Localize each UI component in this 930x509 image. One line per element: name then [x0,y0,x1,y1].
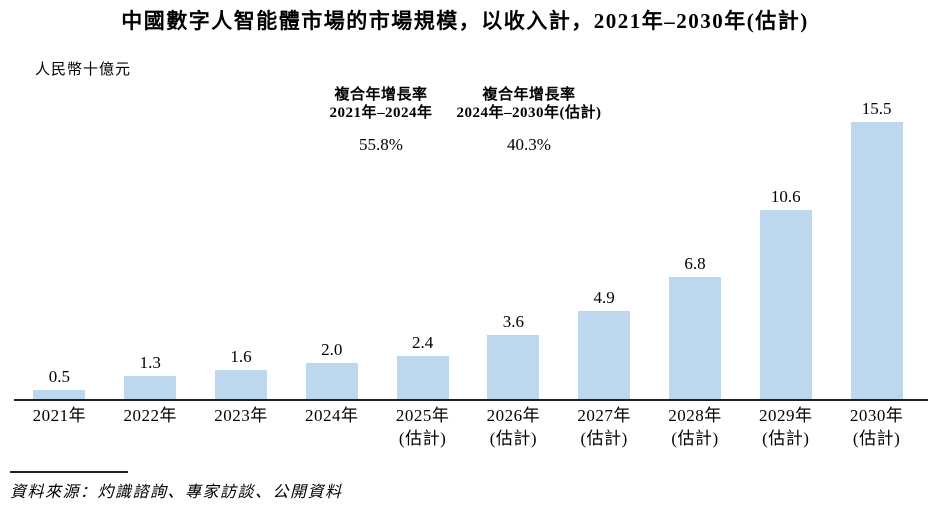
cagr-label-line1: 複合年增長率 [482,87,576,103]
x-tick-year: 2025年 [395,406,450,425]
x-tick-year: 2021年 [32,406,87,425]
bar [668,277,721,399]
bar-column: 10.6 [740,187,831,399]
bar-value-label: 15.5 [861,99,892,118]
x-tick-year: 2024年 [305,406,359,425]
bar-value-label: 4.9 [593,288,615,307]
cagr-value: 55.8% [359,135,403,154]
x-tick-estimate: (估計) [671,429,719,448]
x-tick-label: 2027年 (估計) [559,404,650,450]
x-axis-line [14,399,928,401]
x-tick-year: 2029年 [759,406,813,425]
bar-value-label: 1.3 [139,353,161,372]
bars-row: 0.5 1.3 1.6 2.0 2.4 3.6 4.9 6.8 10.6 15.5 [14,0,922,399]
x-tick-label: 2022年 [105,404,196,450]
x-tick-year: 2026年 [486,406,541,425]
x-tick-label: 2029年 (估計) [740,404,831,450]
x-tick-estimate: (估計) [762,429,810,448]
x-tick-year: 2023年 [214,406,268,425]
x-tick-label: 2026年 (估計) [468,404,559,450]
bar [396,356,449,399]
source-divider-line [10,471,128,473]
bar [578,311,631,399]
cagr-annotation-2024-2030: 複合年增長率 2024年–2030年(估計) 40.3% [440,86,618,154]
x-tick-label: 2023年 [196,404,287,450]
bar-column: 1.6 [196,347,287,399]
x-axis-ticks-row: 2021年 2022年 2023年 2024年 2025年 (估計) 2026年 (估計) 20… [14,404,922,450]
cagr-label-line2: 2024年–2030年(估計) [456,105,602,121]
bar [305,363,358,399]
bar-column: 2.4 [377,333,468,399]
bar-column: 0.5 [14,367,105,399]
x-tick-estimate: (估計) [852,429,901,448]
bar-value-label: 1.6 [230,347,252,366]
cagr-label-line1: 複合年增長率 [334,87,428,103]
x-tick-year: 2028年 [668,406,722,425]
bar [850,122,903,399]
x-tick-label: 2028年 (估計) [650,404,741,450]
bar-value-label: 0.5 [48,367,71,386]
bar-value-label: 6.8 [684,254,706,273]
x-tick-year: 2027年 [577,406,631,425]
bar [759,210,812,399]
bar-column: 2.0 [286,340,377,399]
source-note: 資料來源：灼識諮詢、專家訪談、公開資料 [10,484,343,501]
cagr-label-line2: 2021年–2024年 [329,105,433,121]
bar-column: 6.8 [650,254,741,399]
x-tick-estimate: (估計) [398,429,447,448]
bar-value-label: 3.6 [502,312,524,331]
bar-column: 1.3 [105,353,196,399]
bar-value-label: 10.6 [770,187,801,206]
x-tick-label: 2030年 (估計) [831,404,922,450]
x-tick-year: 2022年 [123,406,177,425]
bar-value-label: 2.4 [411,333,434,352]
x-tick-year: 2030年 [849,406,904,425]
bar-column: 15.5 [831,99,922,399]
bar [124,376,177,399]
bar-value-label: 2.0 [321,340,343,359]
bar-column: 4.9 [559,288,650,399]
bar [487,335,540,399]
bar [214,370,267,399]
x-tick-estimate: (估計) [580,429,628,448]
chart-title: 中國數字人智能體市場的市場規模，以收入計，2021年–2030年(估計) [121,9,809,33]
cagr-value: 40.3% [507,135,551,154]
x-tick-label: 2021年 [14,404,105,450]
x-tick-label: 2024年 [286,404,377,450]
x-tick-label: 2025年 (估計) [377,404,468,450]
bar-column: 3.6 [468,312,559,399]
y-axis-unit-label: 人民幣十億元 [35,62,132,78]
cagr-annotation-2021-2024: 複合年增長率 2021年–2024年 55.8% [320,86,442,154]
bar [33,390,86,399]
x-tick-estimate: (估計) [489,429,538,448]
